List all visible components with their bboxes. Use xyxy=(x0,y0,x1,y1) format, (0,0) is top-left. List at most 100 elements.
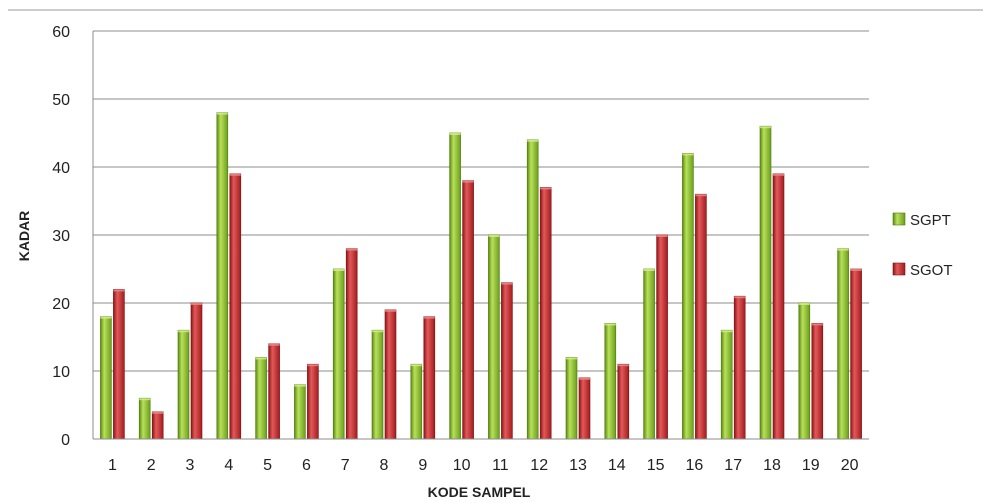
bar-sgot-15 xyxy=(656,234,668,440)
bar-sgot-2 xyxy=(151,411,164,440)
y-tick-label: 20 xyxy=(52,296,70,313)
x-axis-title: KODE SAMPEL xyxy=(428,484,531,500)
bar-cap-sgot-6 xyxy=(307,364,319,367)
bar-sgpt-6 xyxy=(294,384,306,440)
x-tick-label: 14 xyxy=(608,457,626,474)
bar-sgpt-4 xyxy=(216,112,229,440)
bar-sgot-19 xyxy=(811,323,824,440)
bar-cap-sgpt-4 xyxy=(216,112,228,115)
bar-sgot-7 xyxy=(345,248,358,440)
bar-cap-sgpt-6 xyxy=(294,384,306,387)
bars xyxy=(100,112,862,440)
bar-sgot-9 xyxy=(423,316,436,440)
x-tick-label: 6 xyxy=(302,457,311,474)
bar-cap-sgpt-8 xyxy=(372,330,383,333)
bar-sgpt-20 xyxy=(837,248,849,440)
x-tick-label: 20 xyxy=(841,457,859,474)
bar-cap-sgot-11 xyxy=(501,282,513,285)
bar-cap-sgot-10 xyxy=(462,180,474,183)
y-tick-label: 60 xyxy=(52,24,70,41)
legend-label-sgot: SGOT xyxy=(910,262,953,279)
y-tick-label: 30 xyxy=(52,228,70,245)
x-tick-label: 11 xyxy=(492,457,509,474)
bar-sgot-5 xyxy=(268,343,280,440)
bar-cap-sgot-9 xyxy=(423,316,435,319)
x-tick-label: 15 xyxy=(647,457,665,474)
bar-sgpt-5 xyxy=(255,357,267,440)
bar-sgpt-16 xyxy=(682,153,694,440)
bar-cap-sgpt-9 xyxy=(410,364,422,367)
y-tick-label: 50 xyxy=(52,92,70,109)
y-tick-label: 10 xyxy=(52,364,70,381)
x-tick-label: 7 xyxy=(341,457,350,474)
bar-sgot-20 xyxy=(850,268,862,440)
legend: SGPT SGOT xyxy=(892,212,953,279)
bar-cap-sgpt-17 xyxy=(721,330,733,333)
axes xyxy=(92,31,869,440)
bar-cap-sgot-5 xyxy=(268,343,280,346)
bar-sgpt-2 xyxy=(138,397,151,440)
bar-cap-sgpt-5 xyxy=(255,357,267,360)
y-axis-title: KADAR xyxy=(16,211,32,262)
bar-cap-sgot-17 xyxy=(734,296,746,299)
x-tick-label: 13 xyxy=(569,457,587,474)
x-tick-label: 16 xyxy=(686,457,704,474)
bar-sgpt-13 xyxy=(565,357,578,440)
bar-sgpt-18 xyxy=(759,125,772,440)
bar-sgot-16 xyxy=(695,193,707,440)
x-tick-label: 4 xyxy=(224,457,233,474)
bar-cap-sgpt-2 xyxy=(139,398,151,401)
bar-sgpt-15 xyxy=(643,268,655,440)
bar-sgpt-3 xyxy=(177,329,190,440)
bar-cap-sgpt-16 xyxy=(682,153,694,156)
bar-cap-sgot-4 xyxy=(229,173,241,176)
bar-sgot-18 xyxy=(772,173,785,440)
x-tick-label: 9 xyxy=(418,457,427,474)
bar-sgpt-17 xyxy=(720,329,733,440)
x-tick-label: 10 xyxy=(453,457,471,474)
bar-sgpt-14 xyxy=(604,323,617,440)
bar-sgpt-19 xyxy=(798,302,811,440)
bar-sgot-12 xyxy=(539,187,552,440)
bar-sgpt-11 xyxy=(488,234,500,440)
bar-cap-sgot-3 xyxy=(191,303,202,305)
bar-cap-sgot-20 xyxy=(850,269,862,271)
y-tick-label: 0 xyxy=(61,432,70,449)
bar-sgot-11 xyxy=(501,282,513,440)
bar-cap-sgot-2 xyxy=(152,411,164,414)
bar-sgpt-8 xyxy=(371,329,384,440)
bar-cap-sgpt-20 xyxy=(837,248,849,251)
x-tick-label: 19 xyxy=(802,457,820,474)
bar-sgot-17 xyxy=(733,295,746,440)
bar-cap-sgpt-10 xyxy=(449,133,461,135)
bar-sgot-3 xyxy=(190,302,203,440)
bar-sgpt-1 xyxy=(100,316,112,440)
bar-cap-sgot-13 xyxy=(579,377,590,380)
bar-sgpt-10 xyxy=(449,132,461,440)
bar-cap-sgpt-11 xyxy=(488,235,500,237)
x-tick-label: 18 xyxy=(763,457,781,474)
bar-cap-sgot-15 xyxy=(656,235,668,237)
bar-sgot-14 xyxy=(617,363,630,440)
x-tick-label: 3 xyxy=(186,457,195,474)
x-tick-label: 1 xyxy=(108,457,117,474)
bar-sgot-8 xyxy=(384,309,397,440)
bar-sgpt-12 xyxy=(526,139,539,440)
bar-sgpt-9 xyxy=(410,363,423,440)
bar-cap-sgpt-3 xyxy=(178,330,189,333)
legend-swatch-sgpt xyxy=(892,212,906,226)
legend-label-sgpt: SGPT xyxy=(910,212,951,229)
bar-cap-sgpt-7 xyxy=(333,269,345,271)
y-tick-label: 40 xyxy=(52,160,70,177)
x-tick-label: 17 xyxy=(724,457,742,474)
bar-cap-sgot-16 xyxy=(695,194,707,197)
bar-cap-sgot-18 xyxy=(773,173,784,176)
bar-cap-sgpt-18 xyxy=(760,126,771,129)
x-tick-label: 12 xyxy=(530,457,548,474)
bar-cap-sgpt-15 xyxy=(643,269,655,271)
bar-cap-sgpt-13 xyxy=(566,357,577,360)
bar-sgot-13 xyxy=(578,377,591,440)
bar-cap-sgot-7 xyxy=(346,248,358,251)
